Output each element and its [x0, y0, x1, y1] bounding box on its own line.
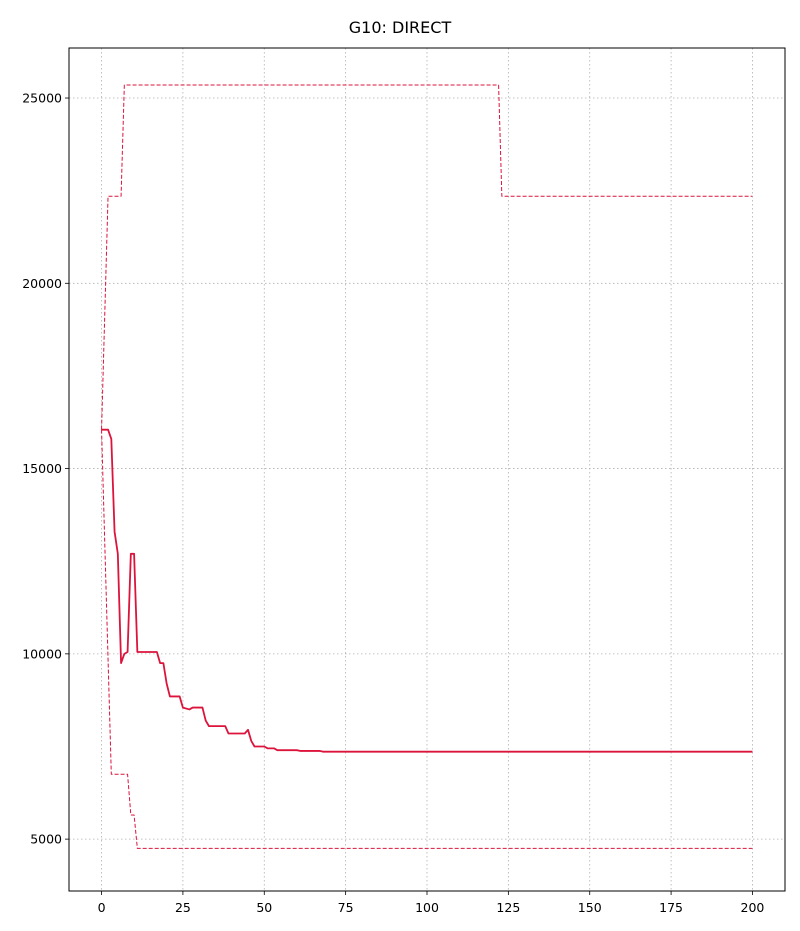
dashed-series-line: [101, 84, 753, 430]
x-tick-label: 125: [496, 900, 520, 915]
chart-title: G10: DIRECT: [349, 18, 452, 37]
series-group: [101, 84, 753, 849]
y-tick-label: 25000: [22, 91, 62, 106]
x-tick-label: 25: [175, 900, 191, 915]
y-tick-label: 15000: [22, 461, 62, 476]
x-tick-label: 100: [415, 900, 439, 915]
dashed-series-line: [101, 429, 753, 849]
x-tick-label: 0: [98, 900, 106, 915]
grid: [69, 48, 785, 891]
x-tick-label: 50: [256, 900, 272, 915]
y-tick-label: 20000: [22, 276, 62, 291]
y-tick-label: 5000: [30, 832, 62, 847]
x-tick-label: 75: [338, 900, 354, 915]
x-tick-label: 175: [659, 900, 683, 915]
x-tick-label: 200: [741, 900, 765, 915]
axis-ticks: 0 25 50 75 100 125 150 175 200 5000 10000 15000 2000…: [22, 91, 764, 915]
y-tick-label: 10000: [22, 646, 62, 661]
solid-series-line: [101, 428, 753, 753]
x-tick-label: 150: [578, 900, 602, 915]
